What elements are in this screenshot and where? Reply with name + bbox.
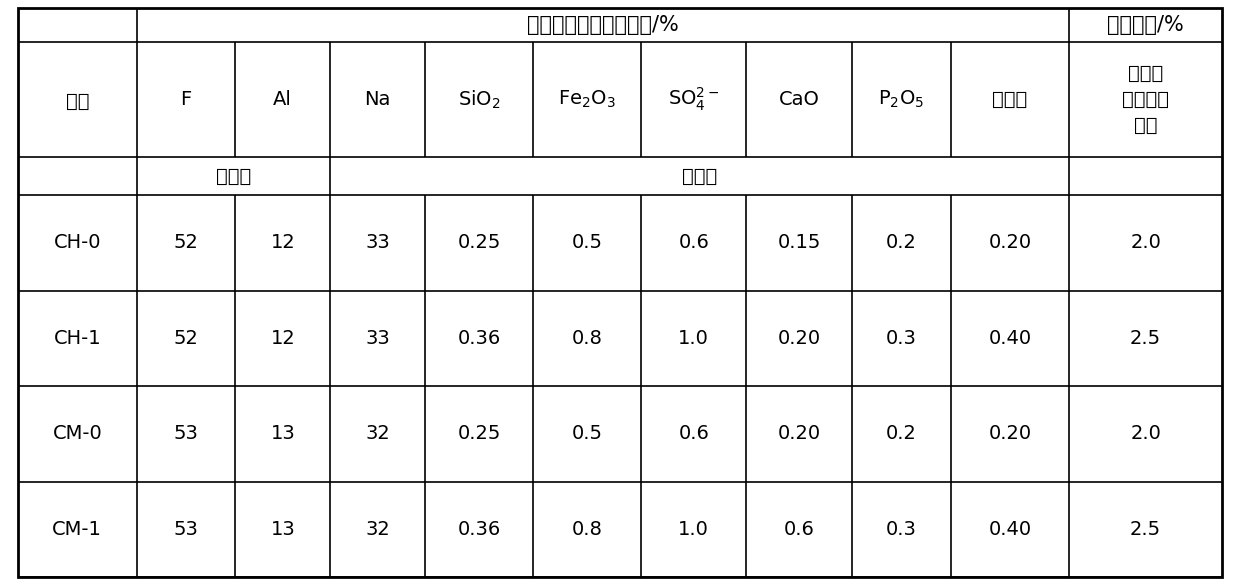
Text: 0.36: 0.36 [458,329,501,347]
Text: 0.25: 0.25 [458,424,501,443]
Text: 32: 32 [366,424,391,443]
Text: 0.5: 0.5 [572,233,603,252]
Text: SO$_4^{2-}$: SO$_4^{2-}$ [668,86,719,113]
Text: 0.3: 0.3 [885,519,916,539]
Text: 0.20: 0.20 [777,329,821,347]
Text: 不小于: 不小于 [216,167,250,185]
Text: CM-1: CM-1 [52,519,102,539]
Text: 0.40: 0.40 [988,329,1032,347]
Text: 12: 12 [270,329,295,347]
Text: 0.6: 0.6 [784,519,815,539]
Text: 13: 13 [270,519,295,539]
Text: 32: 32 [366,519,391,539]
Text: 湿存水: 湿存水 [992,90,1028,109]
Text: 52: 52 [174,329,198,347]
Text: 53: 53 [174,519,198,539]
Text: 0.40: 0.40 [988,519,1032,539]
Text: 化学成分（质量分数）/%: 化学成分（质量分数）/% [527,15,678,35]
Text: 0.6: 0.6 [678,233,709,252]
Text: 数）: 数） [1133,116,1157,135]
Text: 0.20: 0.20 [777,424,821,443]
Text: 52: 52 [174,233,198,252]
Text: 0.8: 0.8 [572,329,603,347]
Text: 2.5: 2.5 [1130,519,1161,539]
Text: 33: 33 [366,329,391,347]
Text: 12: 12 [270,233,295,252]
Text: 2.0: 2.0 [1130,424,1161,443]
Text: （质量分: （质量分 [1122,90,1169,109]
Text: Fe$_2$O$_3$: Fe$_2$O$_3$ [558,89,616,110]
Text: 1.0: 1.0 [678,519,709,539]
Text: 牌号: 牌号 [66,92,89,111]
Text: 0.15: 0.15 [777,233,821,252]
Text: 53: 53 [174,424,198,443]
Text: CH-1: CH-1 [53,329,102,347]
Text: 不大于: 不大于 [682,167,717,185]
Text: 0.2: 0.2 [885,233,916,252]
Text: 2.0: 2.0 [1130,233,1161,252]
Text: 33: 33 [366,233,391,252]
Text: CaO: CaO [779,90,820,109]
Text: Na: Na [365,90,391,109]
Text: CH-0: CH-0 [53,233,100,252]
Text: SiO$_2$: SiO$_2$ [458,88,501,111]
Text: 0.2: 0.2 [885,424,916,443]
Text: Al: Al [273,90,293,109]
Text: 0.8: 0.8 [572,519,603,539]
Text: 0.20: 0.20 [988,233,1032,252]
Text: 0.36: 0.36 [458,519,501,539]
Text: 0.5: 0.5 [572,424,603,443]
Text: 物理性能/%: 物理性能/% [1107,15,1184,35]
Text: 13: 13 [270,424,295,443]
Text: 0.3: 0.3 [885,329,916,347]
Text: 0.20: 0.20 [988,424,1032,443]
Text: P$_2$O$_5$: P$_2$O$_5$ [878,89,924,110]
Text: F: F [180,90,191,109]
Text: 2.5: 2.5 [1130,329,1161,347]
Text: 烧减量: 烧减量 [1128,64,1163,83]
Text: 0.6: 0.6 [678,424,709,443]
Text: CM-0: CM-0 [52,424,102,443]
Text: 1.0: 1.0 [678,329,709,347]
Text: 0.25: 0.25 [458,233,501,252]
